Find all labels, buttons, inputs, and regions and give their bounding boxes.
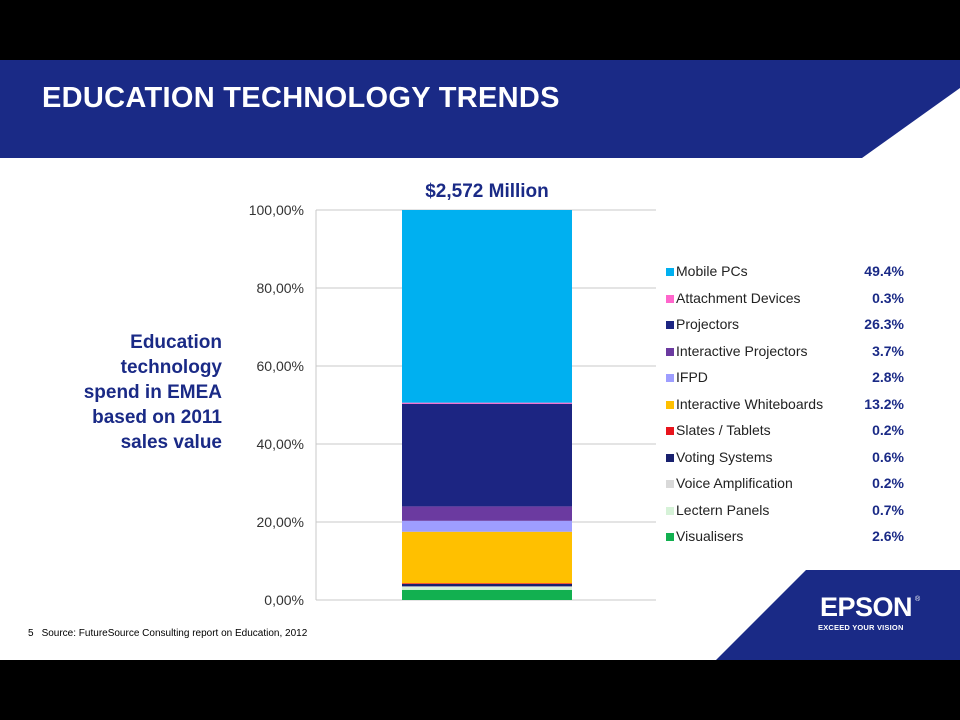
legend-entry: Visualisers 2.6% [666,527,910,547]
legend-label: Projectors [676,316,740,332]
data-label: 2.8% [872,369,904,385]
bar-segment [402,587,572,590]
legend-label: Visualisers [676,528,744,544]
y-tick-label: 20,00% [257,514,304,530]
legend-swatch [666,347,674,356]
y-tick-label: 80,00% [257,280,304,296]
slide-number: 5 [28,628,34,639]
bar-segment [402,531,572,584]
data-label: 0.2% [872,475,904,491]
legend-label: Interactive Projectors [676,342,808,359]
legend-label: Attachment Devices [676,289,801,306]
data-label: 0.6% [872,448,904,465]
data-label: 2.6% [872,528,904,544]
chart-description: Education technology spend in EMEA based… [83,332,222,453]
legend-swatch [666,294,674,303]
y-tick-label: 40,00% [257,436,304,452]
legend-swatch [666,480,674,488]
source-note: Source: FutureSource Consulting report o… [41,628,308,639]
legend-label: IFPD [676,369,708,385]
bar-segment [402,506,572,521]
bar-segment [402,586,572,588]
legend-swatch [666,427,674,435]
legend-entry: IFPD 2.8% [666,368,910,388]
legend-entry: Voting Systems 0.6% [666,448,910,468]
bar-segment [402,584,572,587]
legend-entry: Attachment Devices 0.3% [666,289,910,309]
legend-swatch [666,268,674,276]
data-label: 3.7% [872,342,904,359]
data-label: 0.2% [872,422,904,438]
data-label: 26.3% [864,316,904,332]
y-tick-label: 0,00% [264,592,304,608]
legend-entry: Mobile PCs 49.4% [666,262,910,282]
y-tick-label: 100,00% [249,202,304,218]
legend-entry: Lectern Panels 0.7% [666,501,910,521]
legend-label: Voting Systems [676,448,773,465]
bar-segment [402,210,572,403]
data-label: 13.2% [864,395,904,412]
bar-segment [402,520,572,532]
legend-swatch [666,533,674,541]
logo-band [716,570,960,660]
legend-swatch [666,321,674,329]
legend-label: Interactive Whiteboards [676,395,824,412]
legend-label: Voice Amplification [676,475,793,491]
legend-label: Slates / Tablets [676,422,771,438]
y-tick-label: 60,00% [257,358,304,374]
legend-swatch [666,453,674,462]
legend-entry: Interactive Projectors 3.7% [666,342,910,362]
legend-swatch [666,374,674,382]
logo-tagline: EXCEED YOUR VISION [818,623,904,632]
footnote: 5 Source: FutureSource Consulting report … [28,628,307,639]
legend-swatch [666,506,674,515]
slide: EDUCATION TECHNOLOGY TRENDS Education te… [0,60,960,660]
legend-entry: Voice Amplification 0.2% [666,474,910,494]
chart-title: $2,572 Million [425,181,549,202]
bar-segment [402,589,572,600]
legend-entry: Projectors 26.3% [666,315,910,335]
bar-segment [402,583,572,585]
data-label: 0.3% [872,289,904,306]
bar-segment [402,402,572,404]
legend-label: Lectern Panels [676,501,770,518]
data-label: 49.4% [864,263,904,279]
legend-label: Mobile PCs [676,263,748,279]
legend-entry: Interactive Whiteboards 13.2% [666,395,910,415]
header-band [0,60,960,158]
registered-mark: ® [915,596,921,603]
legend-entry: Slates / Tablets 0.2% [666,421,910,441]
legend-swatch [666,400,674,409]
stacked-bar-chart: 0,00% 20,00% 40,00% 60,00% 80,00% 100,00% $2,5… [249,181,656,608]
data-label: 0.7% [872,501,904,518]
bar-segment [402,403,572,507]
slide-title: EDUCATION TECHNOLOGY TRENDS [42,82,560,114]
epson-logo: EPSON [820,592,913,622]
